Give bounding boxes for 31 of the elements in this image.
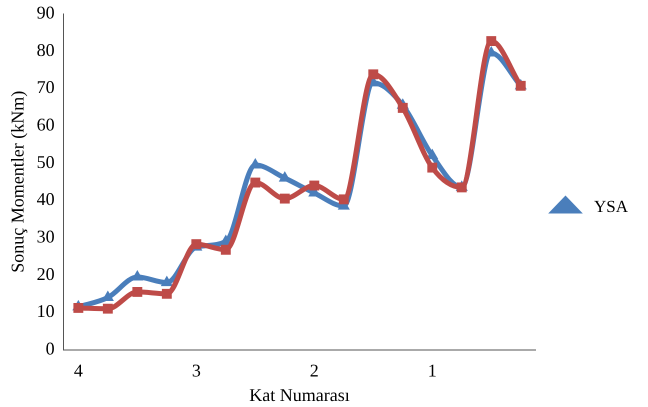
y-tick-label: 20 [36, 264, 55, 284]
x-axis-title: Kat Numarası [249, 384, 350, 405]
y-axis-title: Sonuç Momentler (kNm) [8, 90, 28, 273]
y-tick-label: 40 [36, 189, 55, 210]
point [398, 102, 408, 113]
point [338, 194, 349, 204]
point [368, 69, 378, 80]
y-tick-label: 60 [36, 114, 55, 135]
point [280, 194, 290, 204]
x-tick-label: 1 [428, 360, 437, 380]
x-tick-label: 2 [310, 360, 319, 380]
y-tick-label: 50 [36, 152, 55, 172]
point [162, 288, 172, 299]
legend-label: YSA [594, 196, 629, 216]
point [309, 180, 320, 190]
point [486, 36, 496, 46]
point [250, 178, 260, 188]
y-tick-label: 70 [36, 77, 55, 98]
point [132, 286, 142, 297]
y-tick-label: 80 [36, 40, 55, 60]
y-tick-label: 90 [36, 2, 55, 23]
point [160, 276, 173, 286]
y-tick-label: 10 [36, 301, 55, 322]
x-tick-label: 4 [74, 360, 83, 380]
point [102, 304, 113, 314]
point [73, 303, 84, 313]
y-tick-label: 0 [46, 338, 55, 359]
point [427, 162, 438, 173]
y-tick-label: 30 [36, 226, 55, 247]
x-tick-label: 3 [192, 360, 201, 380]
point [220, 244, 231, 255]
